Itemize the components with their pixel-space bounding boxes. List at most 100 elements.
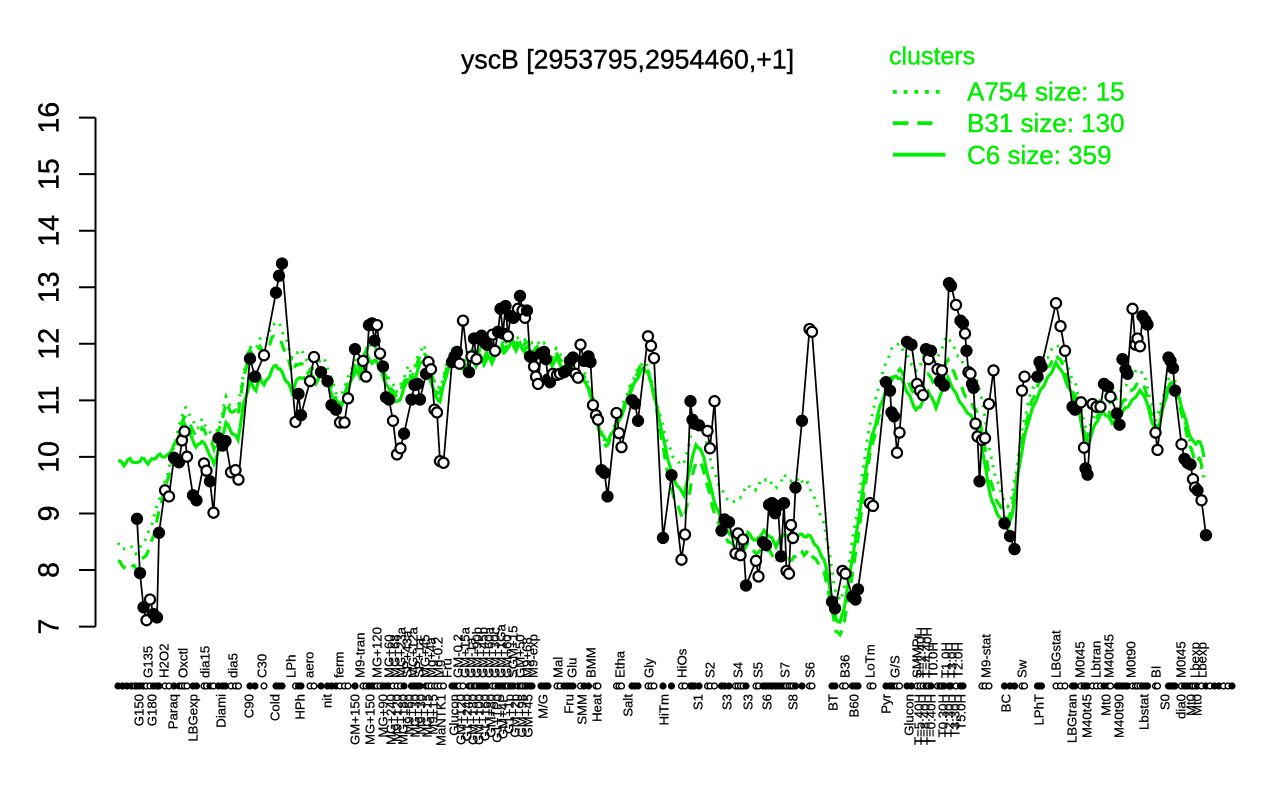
svg-text:GM+60: GM+60: [500, 634, 515, 678]
svg-text:9: 9: [34, 506, 66, 522]
svg-text:S3: S3: [741, 694, 756, 710]
svg-text:Glu: Glu: [565, 657, 580, 678]
svg-text:MG+68: MG+68: [388, 634, 403, 678]
svg-text:SMMPr: SMMPr: [910, 633, 925, 678]
svg-text:Pyr: Pyr: [879, 693, 894, 713]
svg-text:SMM: SMM: [575, 694, 590, 725]
svg-text:HiOs: HiOs: [675, 648, 690, 678]
svg-text:H2O2: H2O2: [157, 644, 172, 678]
svg-text:M0t45: M0t45: [1073, 641, 1088, 678]
svg-text:G135: G135: [141, 646, 156, 678]
svg-text:G1+240: G1+240: [460, 694, 475, 741]
svg-text:SP+43a: SP+43a: [400, 630, 415, 678]
svg-text:GM+30c: GM+30c: [488, 627, 503, 678]
svg-text:MG+60: MG+60: [382, 634, 397, 678]
svg-text:MG+23a: MG+23a: [394, 626, 409, 678]
svg-text:MG+120: MG+120: [370, 627, 385, 678]
svg-text:10: 10: [34, 441, 66, 473]
svg-text:T0.0H: T0.0H: [926, 642, 941, 678]
svg-text:7: 7: [34, 619, 66, 635]
svg-text:LBGstat: LBGstat: [1049, 630, 1064, 678]
svg-text:MG+150: MG+150: [363, 694, 378, 745]
svg-text:M9-exp: M9-exp: [526, 634, 541, 678]
svg-text:11: 11: [34, 386, 66, 416]
svg-text:G180: G180: [145, 694, 160, 726]
svg-text:MG+12a: MG+12a: [406, 626, 421, 678]
svg-text:Heat: Heat: [590, 694, 605, 722]
svg-text:nit: nit: [320, 694, 335, 708]
svg-text:Mal: Mal: [551, 657, 566, 678]
svg-text:SGM+15: SGM+15: [506, 626, 521, 678]
svg-text:M9+120: M9+120: [390, 694, 405, 742]
svg-text:B60: B60: [847, 694, 862, 717]
svg-text:LPhT: LPhT: [1032, 694, 1047, 726]
svg-text:S0: S0: [1158, 694, 1173, 710]
svg-text:15: 15: [34, 158, 66, 190]
svg-text:G/S: G/S: [888, 655, 903, 678]
svg-text:M0t90: M0t90: [1124, 641, 1139, 678]
svg-text:GM+180: GM+180: [466, 694, 481, 745]
svg-text:HiTm: HiTm: [657, 694, 672, 726]
svg-text:dia0: dia0: [1174, 694, 1189, 719]
svg-text:S6: S6: [803, 662, 818, 678]
svg-text:GM+4P: GM+4P: [496, 694, 511, 739]
svg-text:S5: S5: [751, 662, 766, 678]
svg-text:T3.30H: T3.30H: [948, 694, 963, 737]
svg-text:T5.0H: T5.0H: [954, 694, 969, 730]
svg-text:S7: S7: [778, 662, 793, 678]
svg-text:S1: S1: [691, 694, 706, 710]
svg-text:BI: BI: [1149, 666, 1164, 678]
svg-text:GM-1a: GM-1a: [464, 637, 479, 678]
svg-text:T=5.40H: T=5.40H: [912, 694, 927, 745]
svg-text:Mt0: Mt0: [1190, 694, 1205, 716]
svg-text:aero: aero: [302, 652, 317, 678]
svg-text:G150: G150: [132, 694, 147, 726]
svg-text:MaNTK1: MaNTK1: [434, 694, 449, 746]
svg-text:GM+100: GM+100: [472, 694, 487, 745]
svg-text:GM+2p: GM+2p: [508, 694, 523, 738]
svg-text:M40t45: M40t45: [1102, 634, 1117, 678]
svg-text:C90: C90: [242, 694, 257, 718]
svg-text:G1+160: G1+160: [478, 694, 493, 741]
svg-text:M9+30: M9+30: [414, 694, 429, 735]
svg-text:16: 16: [34, 102, 66, 134]
svg-text:Mt0: Mt0: [1099, 694, 1114, 716]
svg-text:G1+1p: G1+1p: [502, 694, 517, 734]
svg-text:G1+1P0: G1+1P0: [490, 694, 505, 743]
svg-text:SP+1a: SP+1a: [412, 637, 427, 678]
svg-text:Glucon: Glucon: [447, 694, 462, 736]
svg-text:GM+45b: GM+45b: [476, 627, 491, 678]
svg-text:BC: BC: [999, 694, 1014, 713]
svg-text:LPh: LPh: [284, 655, 299, 678]
svg-text:8: 8: [34, 562, 66, 578]
svg-text:T3.0H: T3.0H: [945, 642, 960, 678]
svg-text:B31 size: 130: B31 size: 130: [967, 108, 1125, 138]
svg-text:T=4.40H: T=4.40H: [920, 627, 935, 678]
svg-text:MG+180: MG+180: [396, 694, 411, 745]
svg-text:Paraq: Paraq: [166, 694, 181, 729]
svg-text:14: 14: [34, 215, 66, 247]
svg-text:MG+90: MG+90: [376, 694, 391, 738]
svg-text:Salt: Salt: [621, 694, 636, 717]
svg-text:M9+15: M9+15: [426, 694, 441, 735]
svg-text:ferm: ferm: [332, 652, 347, 678]
svg-text:M9+60: M9+60: [402, 694, 417, 735]
svg-text:LBGtran: LBGtran: [1065, 694, 1080, 743]
svg-text:BMM: BMM: [584, 647, 599, 678]
svg-text:Oxctl: Oxctl: [176, 648, 191, 678]
svg-text:M9+68: M9+68: [520, 637, 535, 678]
svg-text:Mg+4a: Mg+4a: [424, 637, 439, 678]
svg-text:Sw: Sw: [1015, 659, 1030, 678]
svg-text:M0t45: M0t45: [1174, 641, 1189, 678]
svg-text:clusters: clusters: [889, 43, 975, 71]
svg-text:GM-0.2: GM-0.2: [451, 634, 466, 678]
svg-text:MG+15: MG+15: [420, 694, 435, 738]
svg-text:GM+150: GM+150: [348, 694, 363, 745]
svg-text:Mg-0.2: Mg-0.2: [431, 637, 446, 678]
svg-text:yscB [2953795,2954460,+1]: yscB [2953795,2954460,+1]: [461, 45, 794, 75]
svg-text:T=8.40H: T=8.40H: [918, 694, 933, 745]
svg-text:Lbexp: Lbexp: [1188, 642, 1203, 678]
svg-text:12: 12: [34, 328, 66, 360]
svg-text:M/G: M/G: [536, 694, 551, 719]
svg-text:HPh: HPh: [293, 694, 308, 720]
